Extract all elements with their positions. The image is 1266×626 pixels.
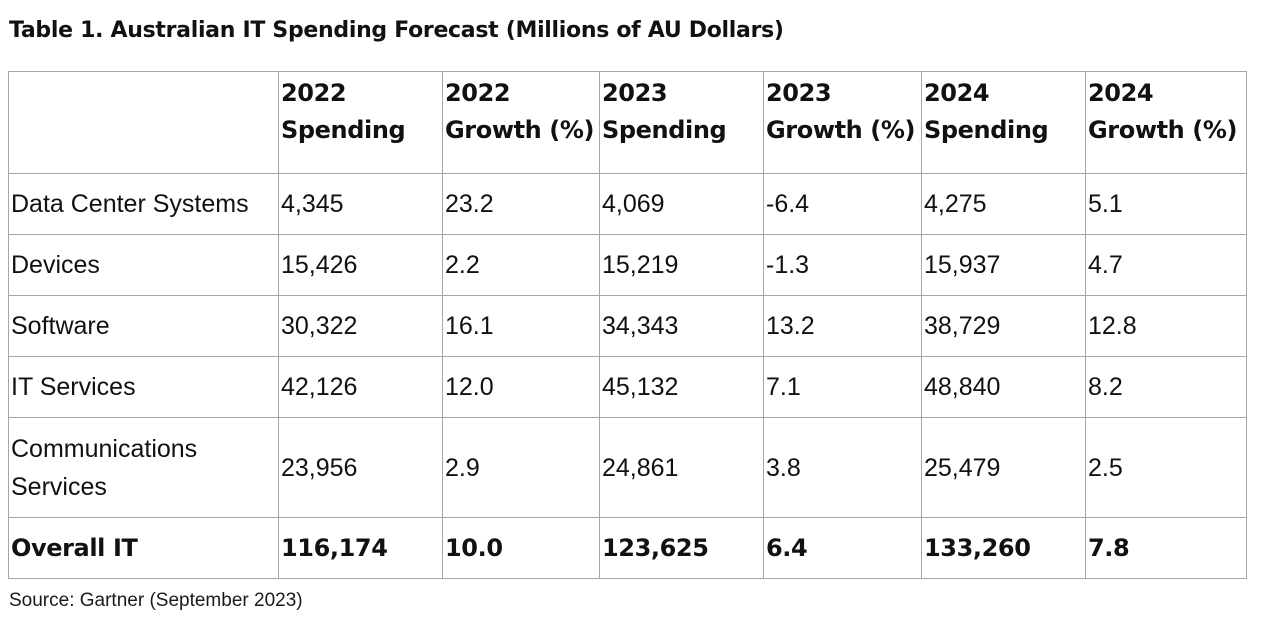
header-cell-row-label (8, 71, 279, 174)
row-label: Devices (8, 234, 279, 296)
table-cell: -6.4 (763, 173, 922, 235)
header-cell-2024-growth: 2024 Growth (%) (1085, 71, 1247, 174)
table-cell: 4,345 (278, 173, 443, 235)
table-cell: 15,937 (921, 234, 1086, 296)
table-cell: 15,426 (278, 234, 443, 296)
table-row-overall-it: Overall IT 116,174 10.0 123,625 6.4 133,… (8, 517, 1247, 579)
table-cell: 30,322 (278, 295, 443, 357)
table-cell: 4,275 (921, 173, 1086, 235)
row-label: Data Center Systems (8, 173, 279, 235)
table-cell: 15,219 (599, 234, 764, 296)
table-cell: 5.1 (1085, 173, 1247, 235)
row-label: Overall IT (8, 517, 279, 579)
table-cell: 2.5 (1085, 417, 1247, 518)
table-cell: 16.1 (442, 295, 600, 357)
table-cell: 3.8 (763, 417, 922, 518)
table-cell: 23,956 (278, 417, 443, 518)
table-row-it-services: IT Services 42,126 12.0 45,132 7.1 48,84… (8, 356, 1247, 418)
source-note: Source: Gartner (September 2023) (9, 590, 303, 611)
header-row: 2022 Spending 2022 Growth (%) 2023 Spend… (8, 71, 1247, 174)
table-cell: 45,132 (599, 356, 764, 418)
table-cell: 4,069 (599, 173, 764, 235)
table-cell: 7.1 (763, 356, 922, 418)
table-cell: 133,260 (921, 517, 1086, 579)
table-cell: 25,479 (921, 417, 1086, 518)
table-cell: 38,729 (921, 295, 1086, 357)
header-cell-2022-growth: 2022 Growth (%) (442, 71, 600, 174)
table-cell: 2.2 (442, 234, 600, 296)
table-cell: 12.8 (1085, 295, 1247, 357)
table-cell: 116,174 (278, 517, 443, 579)
table-title: Table 1. Australian IT Spending Forecast… (9, 18, 784, 43)
it-spending-table: 2022 Spending 2022 Growth (%) 2023 Spend… (8, 71, 1247, 579)
table-cell: 48,840 (921, 356, 1086, 418)
table-cell: 6.4 (763, 517, 922, 579)
table-cell: 7.8 (1085, 517, 1247, 579)
table-row-software: Software 30,322 16.1 34,343 13.2 38,729 … (8, 295, 1247, 357)
table-cell: 12.0 (442, 356, 600, 418)
table-cell: 13.2 (763, 295, 922, 357)
row-label: Software (8, 295, 279, 357)
header-cell-2022-spending: 2022 Spending (278, 71, 443, 174)
table-cell: 24,861 (599, 417, 764, 518)
table-cell: -1.3 (763, 234, 922, 296)
table-cell: 123,625 (599, 517, 764, 579)
row-label: IT Services (8, 356, 279, 418)
table-cell: 42,126 (278, 356, 443, 418)
table-cell: 8.2 (1085, 356, 1247, 418)
header-cell-2024-spending: 2024 Spending (921, 71, 1086, 174)
table-cell: 2.9 (442, 417, 600, 518)
header-cell-2023-spending: 2023 Spending (599, 71, 764, 174)
table-row-data-center-systems: Data Center Systems 4,345 23.2 4,069 -6.… (8, 173, 1247, 235)
table-cell: 10.0 (442, 517, 600, 579)
table-cell: 4.7 (1085, 234, 1247, 296)
table-row-devices: Devices 15,426 2.2 15,219 -1.3 15,937 4.… (8, 234, 1247, 296)
table-cell: 23.2 (442, 173, 600, 235)
header-cell-2023-growth: 2023 Growth (%) (763, 71, 922, 174)
row-label: Communications Services (8, 417, 279, 518)
table-cell: 34,343 (599, 295, 764, 357)
table-row-communications-services: Communications Services 23,956 2.9 24,86… (8, 417, 1247, 518)
